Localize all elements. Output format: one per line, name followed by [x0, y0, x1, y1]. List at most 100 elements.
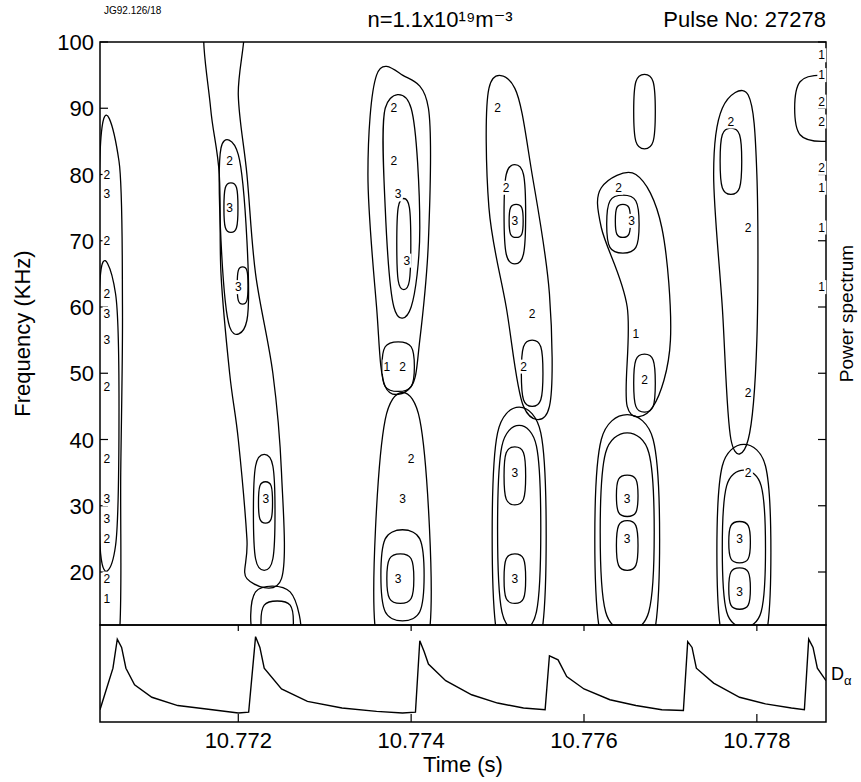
contour-level-3 [258, 482, 272, 523]
label-patch [103, 512, 112, 526]
contour-label: 3 [104, 333, 111, 347]
dalpha-label-main: D [831, 664, 844, 684]
x-tick-inner [411, 625, 412, 631]
label-patch [103, 234, 112, 248]
label-patch [727, 115, 736, 129]
contour-label: 2 [104, 452, 111, 466]
contour-label: 1 [818, 68, 825, 82]
contour-level-3 [397, 199, 411, 290]
contour-label: 2 [399, 360, 406, 374]
contour-level-2 [600, 433, 654, 625]
contour-level-2 [498, 425, 541, 625]
dalpha-label-sub: α [844, 673, 852, 688]
contour-label: 2 [529, 307, 536, 321]
contour-label: 2 [391, 101, 398, 115]
label-patch [103, 572, 112, 586]
contour-label: 2 [520, 360, 527, 374]
contour-level-3 [616, 475, 638, 516]
contour-level-1 [597, 172, 670, 416]
dalpha-trace [100, 637, 826, 713]
contour-label: 3 [736, 585, 743, 599]
label-patch [103, 333, 112, 347]
label-patch [632, 327, 641, 341]
label-patch [407, 452, 416, 466]
contour-level-1 [374, 392, 431, 625]
x-tick-label: 10.774 [377, 728, 444, 753]
label-patch [103, 380, 112, 394]
y-tick-label: 30 [70, 494, 94, 519]
contour-level-2 [219, 140, 248, 335]
contour-label: 2 [104, 234, 111, 248]
dalpha-group [100, 637, 826, 713]
contour-label: 2 [104, 287, 111, 301]
contour-label: 3 [104, 307, 111, 321]
contour-level-3 [504, 447, 526, 505]
contour-label: 2 [818, 115, 825, 129]
y-axis-title: Frequency (KHz) [10, 250, 35, 416]
contour-label: 1 [633, 327, 640, 341]
contour-label: 2 [226, 154, 233, 168]
label-patch [103, 452, 112, 466]
contour-label: 2 [745, 386, 752, 400]
contour-label: 2 [745, 466, 752, 480]
y2-axis-title: Power spectrum [836, 245, 857, 382]
label-patch [262, 492, 271, 506]
label-patch [103, 187, 112, 201]
label-patch [234, 280, 243, 294]
label-patch [519, 360, 528, 374]
dalpha-label: Dα [831, 664, 852, 688]
label-patch [103, 592, 112, 606]
contour-label: 2 [818, 95, 825, 109]
contour-level-1 [795, 75, 826, 141]
contour-label: 2 [494, 101, 501, 115]
label-patch [623, 532, 632, 546]
contour-level-2 [607, 195, 639, 253]
x-axis-title: Time (s) [423, 752, 503, 777]
contour-label: 3 [395, 187, 402, 201]
figure-code: JG92.126/18 [104, 5, 162, 16]
y-tick-right [818, 240, 826, 241]
label-patch [394, 572, 403, 586]
label-patch [103, 287, 112, 301]
contour-level-1 [717, 444, 771, 625]
contour-label: 3 [104, 512, 111, 526]
contour-label: 1 [818, 48, 825, 62]
y-tick-label: 50 [70, 361, 94, 386]
label-patch [402, 254, 411, 268]
y-tick-label: 90 [70, 96, 94, 121]
y-tick-right [818, 306, 826, 307]
label-patch [398, 492, 407, 506]
contour-level-2 [634, 354, 656, 412]
contour-level-2 [720, 128, 742, 194]
contour-label: 2 [503, 181, 510, 195]
contour-level-3 [729, 568, 751, 609]
label-patch [817, 161, 826, 175]
contour-label: 2 [104, 532, 111, 546]
x-tick-label: 10.778 [723, 728, 790, 753]
label-patch [744, 466, 753, 480]
contour-label: 2 [728, 115, 735, 129]
y-tick [100, 108, 108, 109]
y-tick-right [818, 373, 826, 374]
contour-level-1 [486, 75, 552, 419]
x-tick-label: 10.776 [550, 728, 617, 753]
label-patch [817, 181, 826, 195]
contour-label: 2 [104, 572, 111, 586]
dalpha-frame [100, 625, 826, 722]
label-patch [744, 221, 753, 235]
label-patch [817, 115, 826, 129]
x-tick [411, 714, 412, 722]
contour-level-2 [383, 95, 420, 319]
label-patch [735, 532, 744, 546]
contour-label: 3 [235, 280, 242, 294]
y-tick-label: 100 [57, 30, 94, 55]
label-patch [528, 307, 537, 321]
contour-level-1 [714, 90, 758, 454]
contour-level-1 [251, 586, 301, 625]
y-tick [100, 439, 108, 440]
contour-label: 2 [104, 168, 111, 182]
contour-label: 2 [818, 161, 825, 175]
contour-level-1 [100, 115, 123, 625]
label-patch [744, 386, 753, 400]
contour-label: 3 [736, 532, 743, 546]
